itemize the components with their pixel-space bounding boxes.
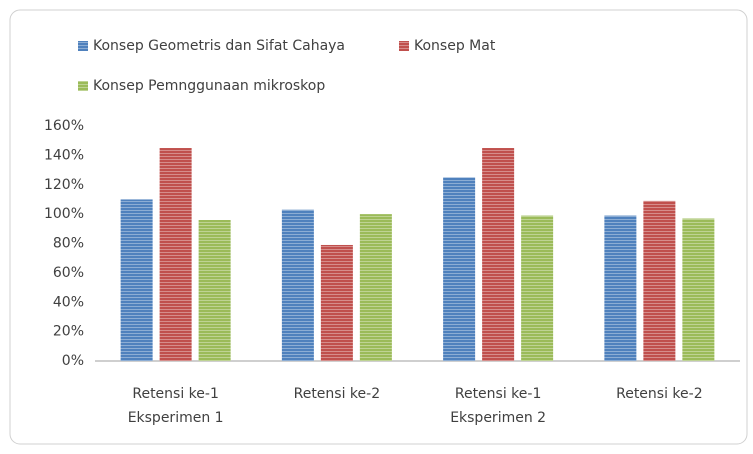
y-tick-label: 20% <box>53 324 84 340</box>
x-tick-label: Retensi ke-2 <box>294 386 381 402</box>
y-tick-label: 40% <box>53 294 84 310</box>
y-tick-label: 120% <box>44 177 84 193</box>
legend-swatch <box>78 81 88 91</box>
bar <box>320 244 353 361</box>
legend-label: Konsep Mat <box>414 38 496 54</box>
bar <box>120 199 153 361</box>
bar <box>198 220 231 361</box>
y-tick-label: 140% <box>44 147 84 163</box>
y-tick-label: 100% <box>44 206 84 222</box>
bar <box>482 148 515 361</box>
x-tick-label: Eksperimen 1 <box>128 410 224 426</box>
legend-label: Konsep Pemnggunaan mikroskop <box>93 78 325 94</box>
bar <box>281 209 314 361</box>
bar <box>643 200 676 361</box>
y-tick-label: 160% <box>44 118 84 134</box>
bar <box>682 218 715 361</box>
x-tick-label: Retensi ke-1 <box>455 386 542 402</box>
bar <box>443 177 476 361</box>
bar <box>604 215 637 361</box>
legend-label: Konsep Geometris dan Sifat Cahaya <box>93 38 345 54</box>
y-tick-label: 60% <box>53 265 84 281</box>
bar <box>359 214 392 361</box>
legend-swatch <box>399 41 409 51</box>
bar <box>521 215 554 361</box>
y-tick-label: 80% <box>53 236 84 252</box>
y-tick-label: 0% <box>62 353 84 369</box>
x-tick-label: Retensi ke-1 <box>132 386 219 402</box>
bar <box>159 148 192 361</box>
x-tick-label: Retensi ke-2 <box>616 386 703 402</box>
legend-swatch <box>78 41 88 51</box>
x-tick-label: Eksperimen 2 <box>450 410 546 426</box>
